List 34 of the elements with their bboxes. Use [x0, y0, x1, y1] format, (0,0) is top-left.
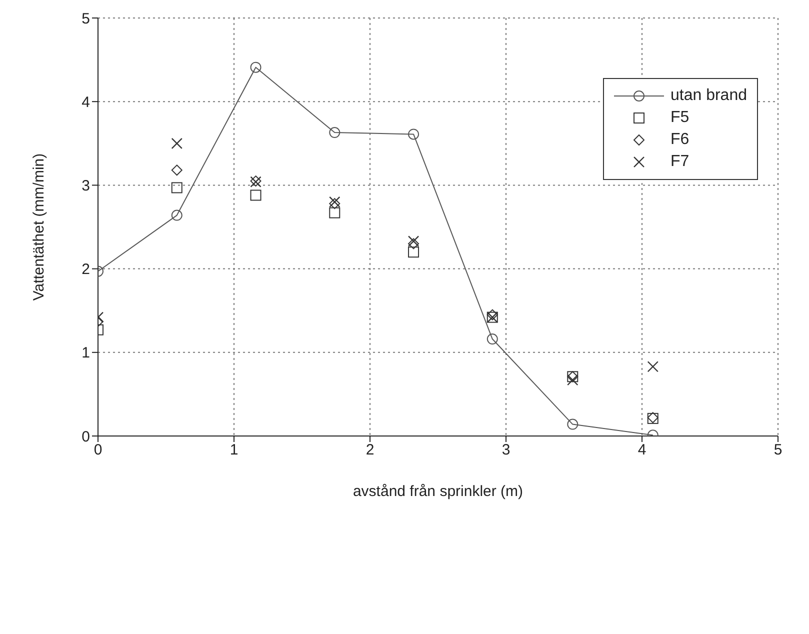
x-tick-label: 2: [366, 442, 374, 459]
point: [408, 238, 420, 250]
x-tick-label: 4: [638, 442, 646, 459]
x-tick-label: 5: [774, 442, 782, 459]
x-tick-label: 0: [94, 442, 102, 459]
point: [329, 127, 340, 138]
point: [647, 361, 658, 372]
y-tick-label: 0: [82, 428, 90, 446]
point: [250, 190, 262, 201]
y-tick-label: 5: [82, 10, 90, 28]
legend-label: F6: [670, 131, 690, 149]
x-tick-label: 3: [502, 442, 510, 459]
y-tick-label: 3: [82, 178, 90, 195]
x-axis-title: avstånd från sprinkler (m): [352, 483, 524, 500]
legend-label: F5: [670, 109, 690, 127]
point: [329, 207, 340, 218]
point: [171, 138, 182, 149]
y-axis-title: Vattentäthet (mm/min): [30, 153, 48, 301]
point: [567, 374, 578, 386]
point: [567, 418, 578, 430]
point: [171, 182, 182, 194]
y-tick-label: 4: [82, 94, 90, 111]
point: [408, 236, 420, 247]
point: [171, 210, 182, 221]
point: [408, 246, 420, 258]
point: [250, 62, 262, 73]
y-tick-label: 1: [82, 344, 90, 362]
point: [408, 128, 420, 140]
point: [171, 164, 182, 176]
legend-label: utan brand: [670, 87, 747, 105]
legend-label: F7: [670, 153, 690, 171]
point: [486, 334, 498, 345]
x-tick-label: 1: [230, 442, 238, 459]
y-tick-label: 2: [82, 261, 90, 278]
